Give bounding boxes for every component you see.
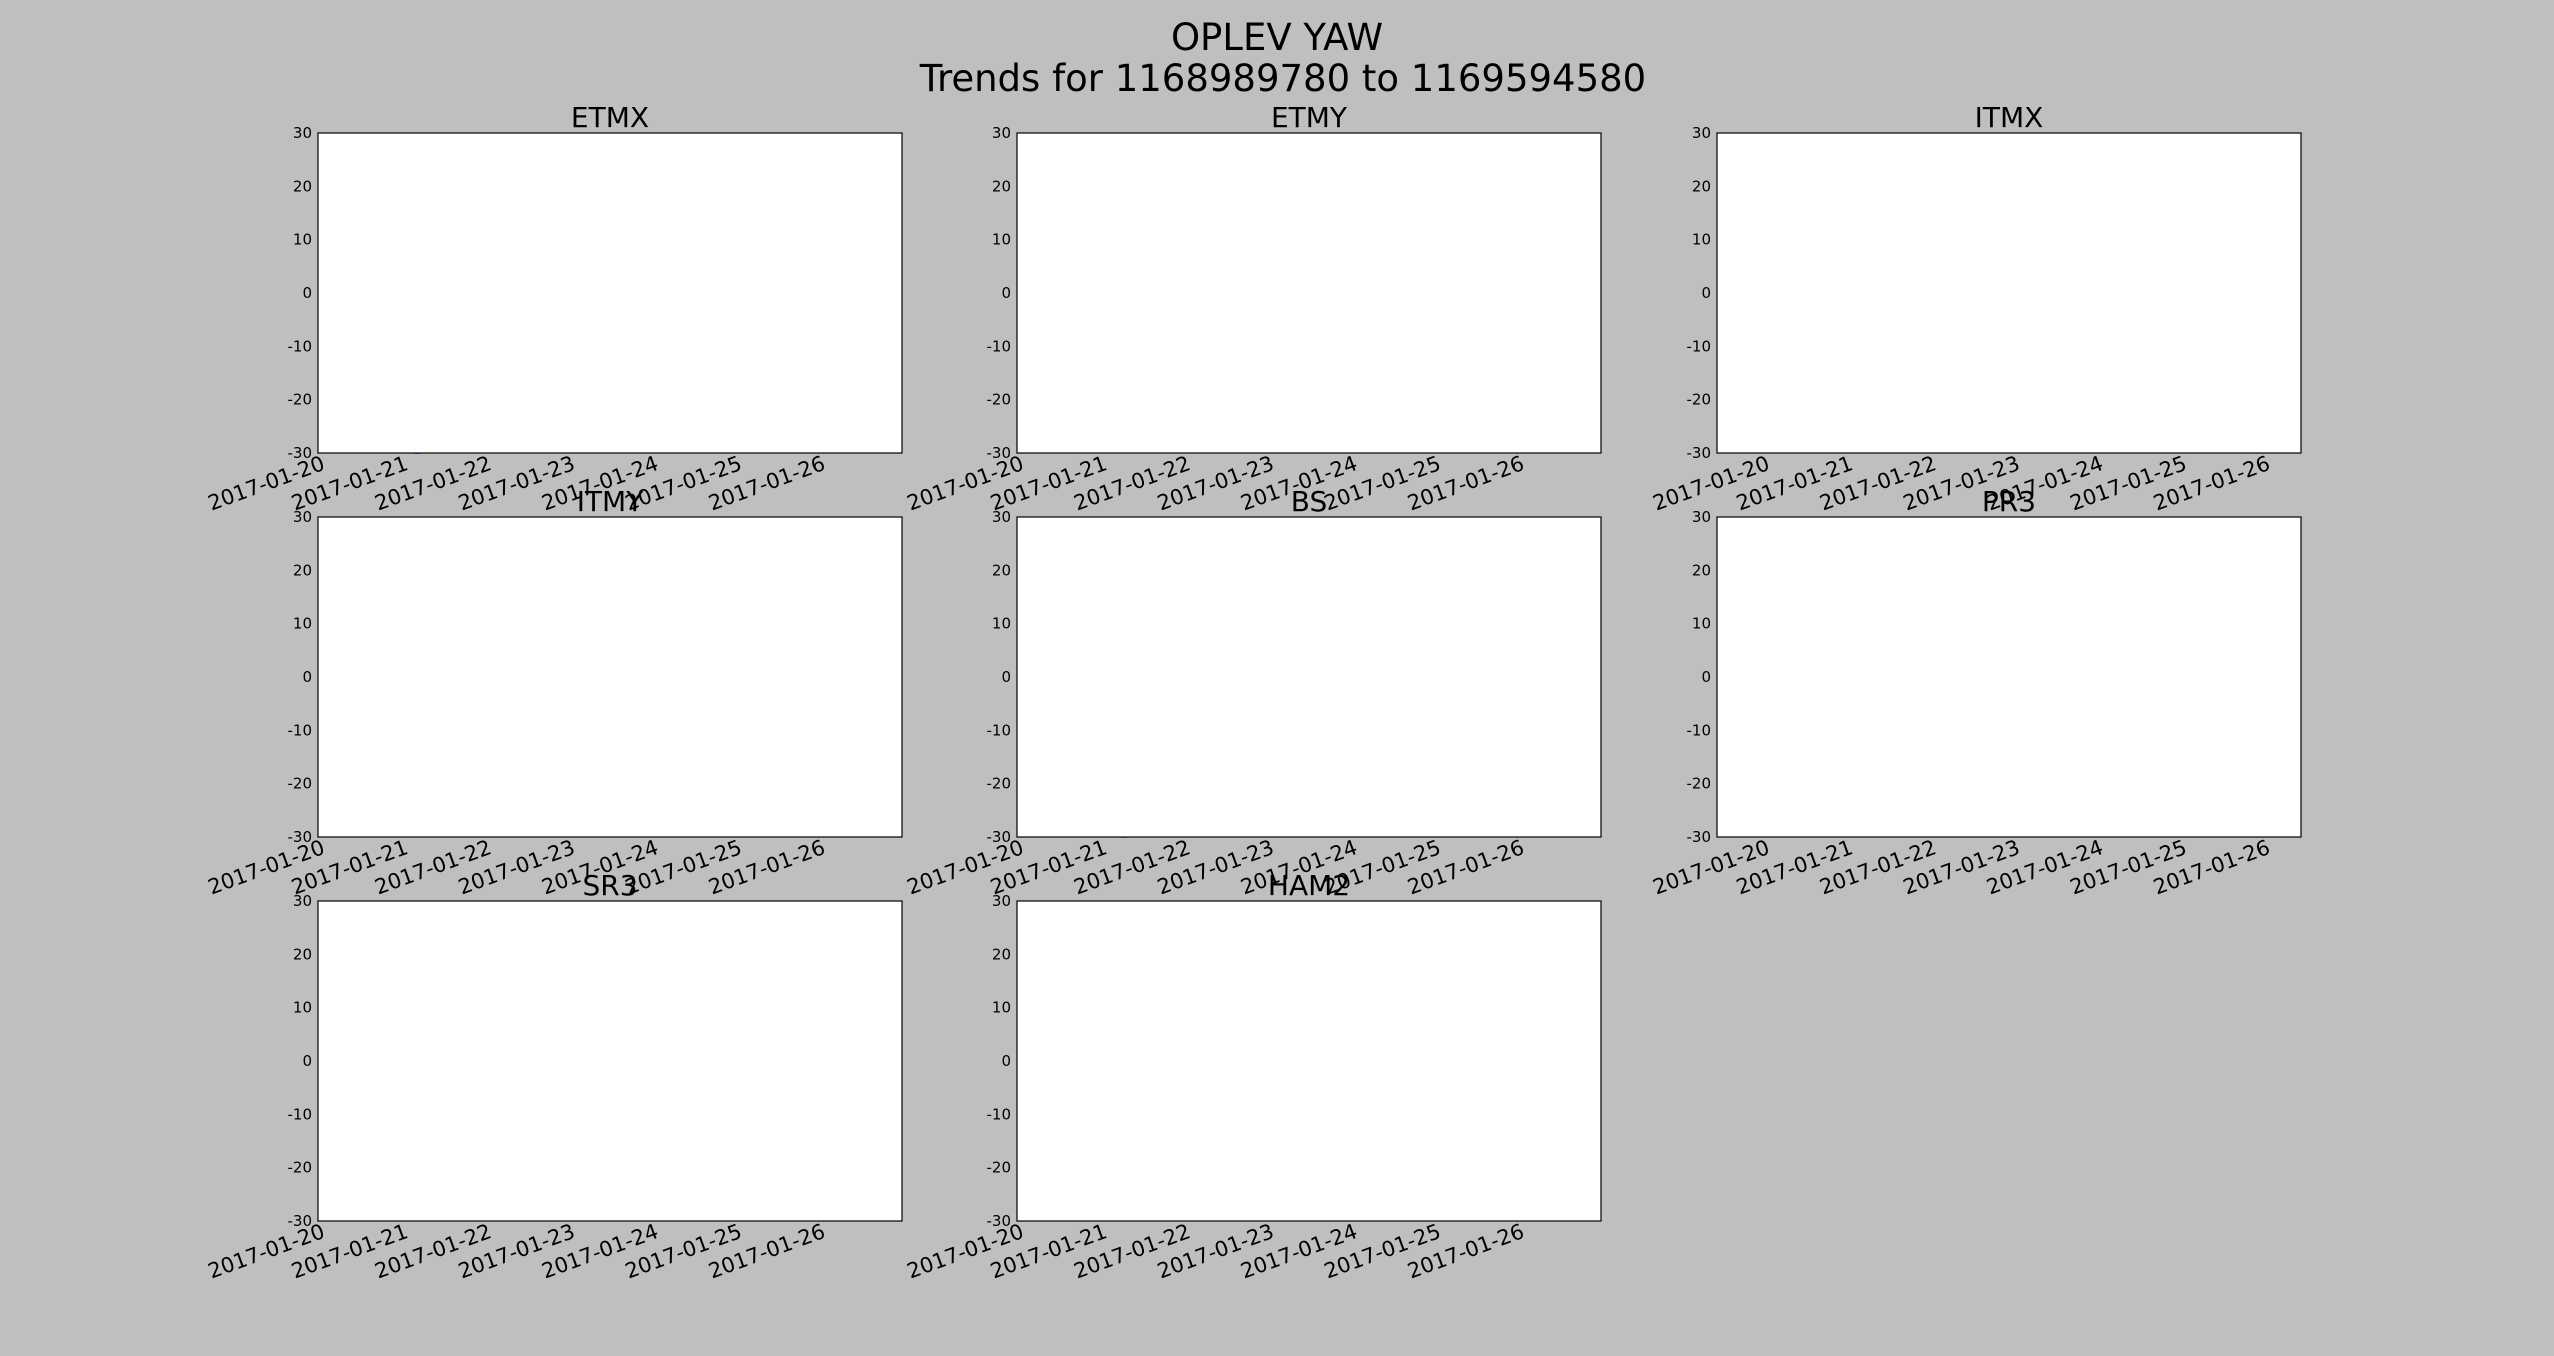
y-tick-label: -10 — [288, 337, 313, 355]
y-tick-label: -30 — [987, 828, 1012, 846]
y-tick-label: 20 — [1692, 561, 1711, 579]
y-tick-label: 20 — [293, 561, 312, 579]
subplot-title: ITMY — [577, 485, 645, 518]
y-tick-label: 10 — [992, 615, 1011, 633]
y-tick-label: 20 — [992, 177, 1011, 195]
y-tick-label: 0 — [302, 1052, 312, 1070]
y-tick-label: 10 — [992, 999, 1011, 1017]
y-tick-label: -30 — [987, 1212, 1012, 1230]
y-tick-label: -10 — [987, 721, 1012, 739]
y-tick-label: -20 — [987, 775, 1012, 793]
y-tick-label: 30 — [293, 892, 312, 910]
axes-frame — [317, 516, 903, 838]
axes-frame — [1016, 132, 1602, 454]
figure-title: OPLEV YAW — [1171, 16, 1383, 59]
y-tick-label: 30 — [293, 508, 312, 526]
y-tick-label: -10 — [288, 721, 313, 739]
y-tick-label: 20 — [992, 945, 1011, 963]
y-tick-label: 30 — [293, 124, 312, 142]
y-tick-label: -30 — [288, 444, 313, 462]
subplot-title: ETMY — [1271, 101, 1348, 134]
y-tick-label: 10 — [293, 999, 312, 1017]
y-tick-label: -30 — [1687, 444, 1712, 462]
y-tick-label: -10 — [1687, 337, 1712, 355]
y-tick-label: 30 — [1692, 508, 1711, 526]
y-tick-label: 10 — [1692, 231, 1711, 249]
axes-frame — [317, 132, 903, 454]
y-tick-label: 20 — [293, 177, 312, 195]
y-tick-label: -30 — [987, 444, 1012, 462]
axes-frame — [1716, 132, 2302, 454]
y-tick-label: 0 — [1001, 284, 1011, 302]
y-tick-label: -20 — [288, 391, 313, 409]
y-tick-label: -20 — [1687, 391, 1712, 409]
y-tick-label: 10 — [1692, 615, 1711, 633]
subplot-bs: 3020100-10-20-302017-01-202017-01-212017… — [904, 485, 1602, 899]
axes-frame — [1016, 900, 1602, 1222]
y-tick-label: -30 — [1687, 828, 1712, 846]
y-tick-label: -10 — [987, 1105, 1012, 1123]
subplot-title: BS — [1291, 485, 1328, 518]
y-tick-label: 20 — [293, 945, 312, 963]
subplot-title: ITMX — [1975, 101, 2044, 134]
y-tick-label: -20 — [288, 1159, 313, 1177]
subplot-title: HAM2 — [1268, 869, 1350, 902]
y-tick-label: -20 — [1687, 775, 1712, 793]
y-tick-label: 0 — [1701, 284, 1711, 302]
subplot-title: PR3 — [1982, 485, 2036, 518]
y-tick-label: -10 — [288, 1105, 313, 1123]
y-tick-label: 30 — [1692, 124, 1711, 142]
y-tick-label: -20 — [288, 775, 313, 793]
y-tick-label: 10 — [293, 231, 312, 249]
axes-frame — [1016, 516, 1602, 838]
axes-frame — [1716, 516, 2302, 838]
subplot-title: SR3 — [582, 869, 637, 902]
y-tick-label: 0 — [1701, 668, 1711, 686]
y-tick-label: 30 — [992, 508, 1011, 526]
subplot-itmx: 3020100-10-20-302017-01-202017-01-212017… — [1650, 101, 2302, 515]
y-tick-label: 20 — [1692, 177, 1711, 195]
y-tick-label: 20 — [992, 561, 1011, 579]
y-tick-label: -20 — [987, 1159, 1012, 1177]
y-tick-label: 0 — [302, 284, 312, 302]
y-tick-label: 10 — [992, 231, 1011, 249]
y-tick-label: -10 — [987, 337, 1012, 355]
y-tick-label: -30 — [288, 1212, 313, 1230]
y-tick-label: -20 — [987, 391, 1012, 409]
subplot-title: ETMX — [571, 101, 649, 134]
subplot-pr3: 3020100-10-20-302017-01-202017-01-212017… — [1650, 485, 2302, 899]
y-tick-label: 0 — [1001, 1052, 1011, 1070]
y-tick-label: 0 — [302, 668, 312, 686]
y-tick-label: 30 — [992, 892, 1011, 910]
axes-frame — [317, 900, 903, 1222]
y-tick-label: 30 — [992, 124, 1011, 142]
subplot-ham2: 3020100-10-20-302017-01-202017-01-212017… — [904, 869, 1602, 1283]
figure-subtitle: Trends for 1168989780 to 1169594580 — [919, 57, 1646, 100]
y-tick-label: 10 — [293, 615, 312, 633]
y-tick-label: 0 — [1001, 668, 1011, 686]
y-tick-label: -30 — [288, 828, 313, 846]
y-tick-label: -10 — [1687, 721, 1712, 739]
